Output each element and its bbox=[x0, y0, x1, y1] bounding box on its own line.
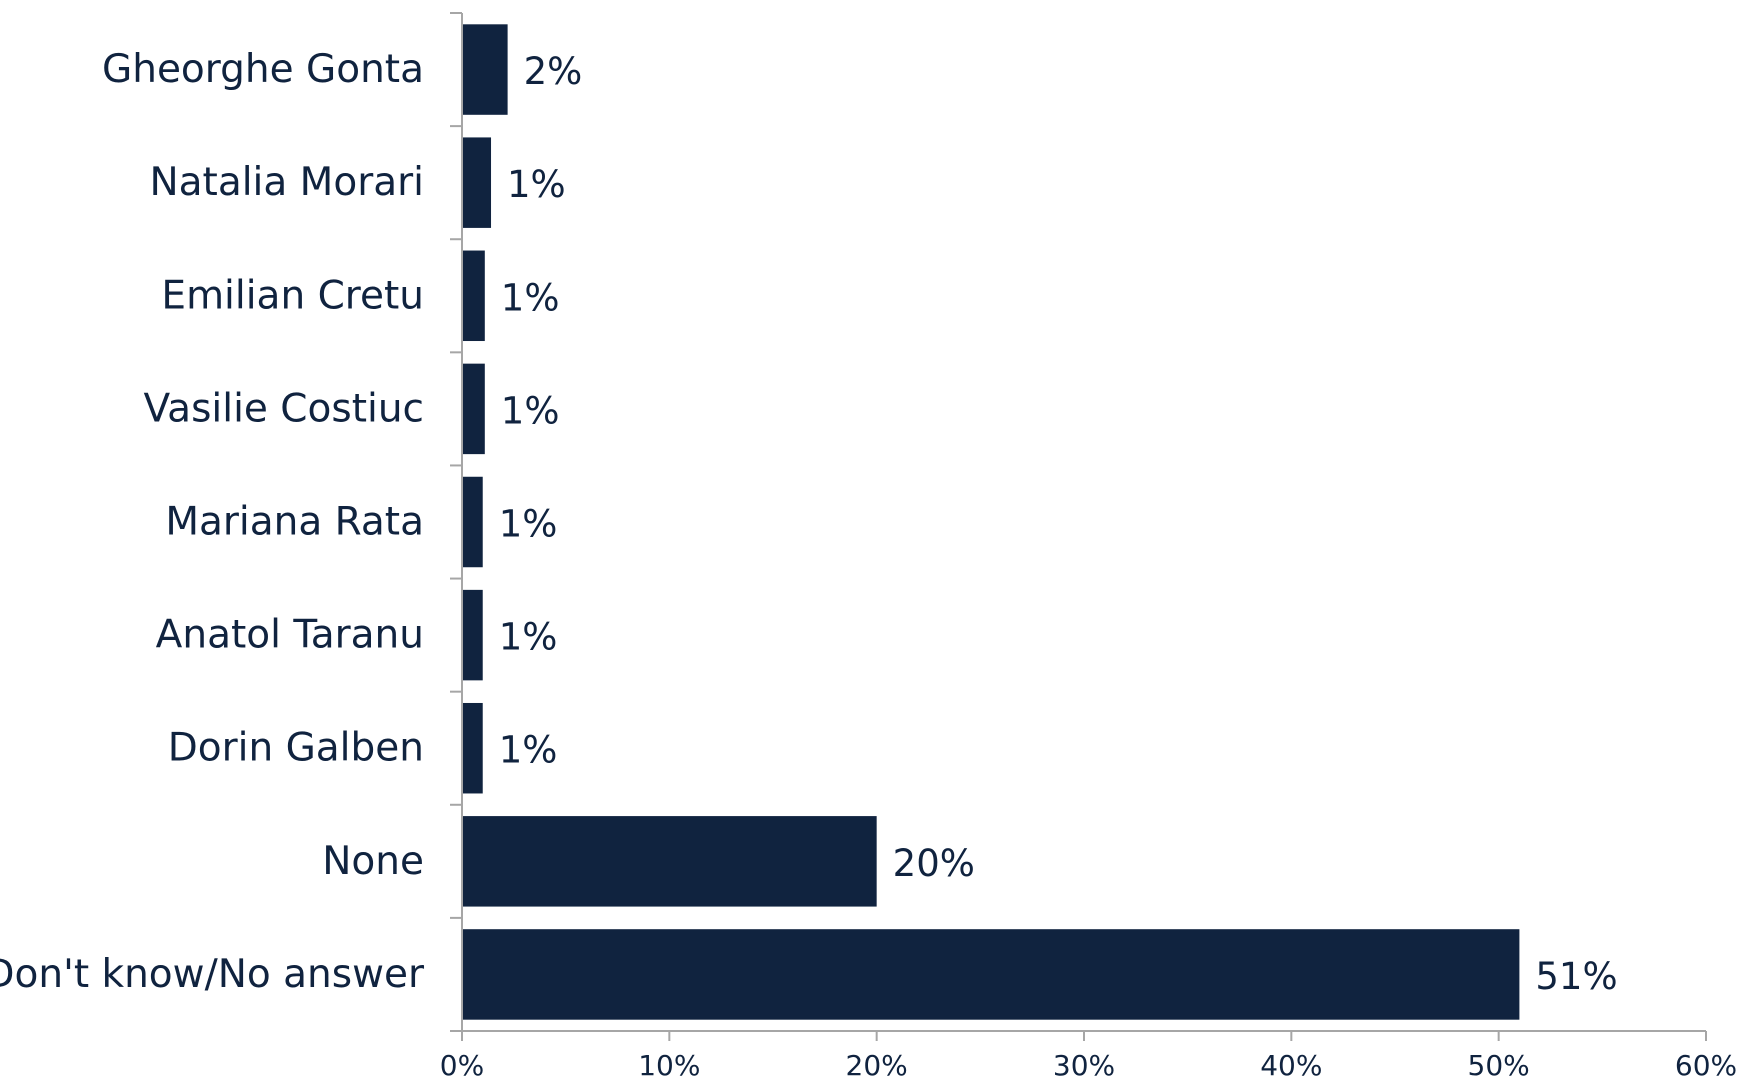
x-tick-label: 0% bbox=[440, 1049, 484, 1082]
category-label: Don't know/No answer bbox=[0, 952, 425, 997]
value-label: 1% bbox=[499, 503, 558, 546]
category-label: Anatol Taranu bbox=[156, 613, 424, 658]
x-tick-label: 40% bbox=[1260, 1049, 1322, 1082]
labels-layer: Gheorghe Gonta 2% Natalia Morari 1% Emilian … bbox=[0, 47, 1618, 998]
axis-layer: 0% 10% 20% 30% 40% 50% 60% bbox=[440, 12, 1737, 1082]
bar bbox=[463, 589, 483, 681]
bars-layer bbox=[463, 24, 1520, 1020]
bar bbox=[463, 929, 1520, 1020]
category-label: Vasilie Costiuc bbox=[144, 386, 424, 431]
x-tick-label: 30% bbox=[1053, 1049, 1115, 1082]
category-label: Gheorghe Gonta bbox=[102, 47, 424, 92]
category-label: Mariana Rata bbox=[165, 500, 424, 545]
bar bbox=[463, 702, 483, 794]
value-label: 1% bbox=[501, 276, 560, 319]
x-tick-label: 60% bbox=[1675, 1049, 1737, 1082]
category-label: None bbox=[322, 839, 424, 884]
category-label: Dorin Galben bbox=[168, 726, 424, 771]
bar bbox=[463, 24, 508, 115]
value-label: 1% bbox=[507, 163, 566, 206]
category-label: Natalia Morari bbox=[149, 160, 424, 205]
bar bbox=[463, 816, 877, 907]
bar bbox=[463, 363, 485, 455]
value-label: 1% bbox=[501, 389, 560, 432]
bar bbox=[463, 250, 485, 342]
bar bbox=[463, 137, 492, 228]
bar bbox=[463, 476, 483, 568]
value-label: 1% bbox=[499, 616, 558, 659]
value-label: 20% bbox=[893, 842, 975, 885]
value-label: 2% bbox=[524, 50, 583, 93]
x-tick-label: 50% bbox=[1468, 1049, 1530, 1082]
value-label: 51% bbox=[1535, 955, 1617, 998]
value-label: 1% bbox=[499, 729, 558, 772]
category-label: Emilian Cretu bbox=[161, 273, 424, 318]
x-tick-label: 10% bbox=[638, 1049, 700, 1082]
x-tick-label: 20% bbox=[846, 1049, 908, 1082]
